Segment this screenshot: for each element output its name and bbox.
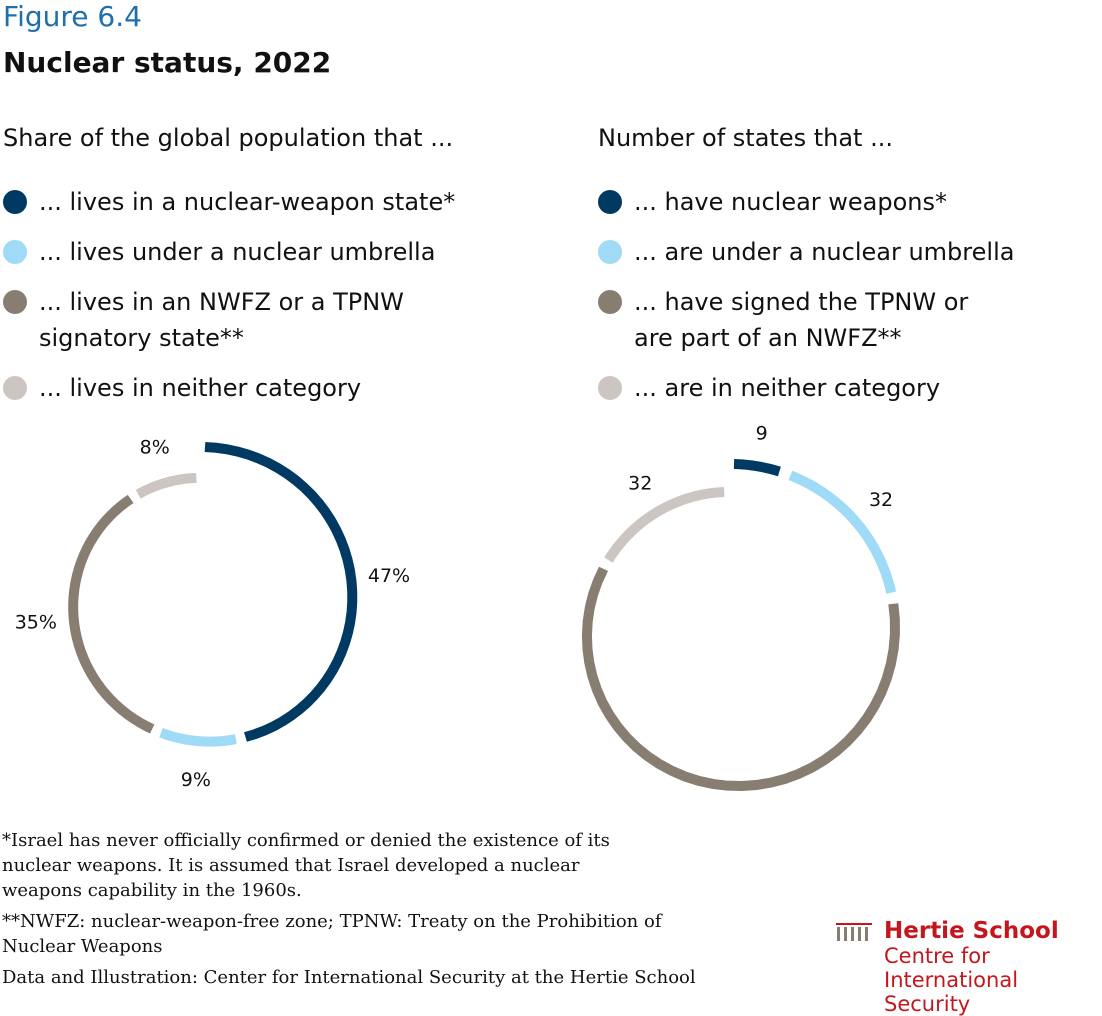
- legend-label: ... have nuclear weapons*: [634, 188, 948, 216]
- chart-title: Nuclear status, 2022: [3, 46, 332, 79]
- footnote-line: **NWFZ: nuclear-weapon-free zone; TPNW: …: [2, 911, 662, 932]
- footnote-line: *Israel has never officially confirmed o…: [2, 830, 610, 851]
- ring-segment: [733, 459, 781, 477]
- legend-label: ... lives under a nuclear umbrella: [39, 238, 436, 266]
- credit: Data and Illustration: Center for Intern…: [2, 967, 696, 988]
- hertie-logo: Hertie School Centre for International S…: [836, 918, 1102, 1016]
- legend-item: ... lives under a nuclear umbrella: [3, 234, 455, 270]
- legend-label: ... lives in a nuclear-weapon state*: [39, 188, 456, 216]
- left-legend: ... lives in a nuclear-weapon state* ... …: [3, 184, 455, 420]
- data-label: 9: [756, 423, 768, 445]
- legend-item: ... have nuclear weapons*: [598, 184, 1014, 220]
- legend-swatch: [3, 240, 27, 264]
- legend-item: ... lives in neither category: [3, 370, 455, 406]
- ring-charts: 47%9%35%8%93212332: [15, 423, 900, 792]
- ring-segment: [135, 472, 197, 499]
- legend-label: ... lives in neither category: [39, 374, 362, 402]
- ring-segment: [604, 487, 725, 563]
- right-subtitle: Number of states that ...: [598, 124, 893, 152]
- logo-line3: International Security: [884, 968, 1019, 1016]
- legend-swatch: [3, 376, 27, 400]
- ring-segment: [788, 470, 897, 594]
- legend-label: signatory state**: [39, 324, 244, 352]
- legend-swatch: [3, 290, 27, 314]
- legend-label: ... are under a nuclear umbrella: [634, 238, 1015, 266]
- legend-item: ... are in neither category: [598, 370, 1014, 406]
- ring-segment: [204, 442, 358, 742]
- legend-label: ... are in neither category: [634, 374, 941, 402]
- data-label: 8%: [140, 436, 170, 458]
- figure-label: Figure 6.4: [3, 0, 142, 33]
- right-legend: ... have nuclear weapons* ... are under a…: [598, 184, 1014, 420]
- legend-item: ... lives in a nuclear-weapon state*: [3, 184, 455, 220]
- left-subtitle: Share of the global population that ...: [3, 124, 454, 152]
- data-label: 35%: [15, 612, 57, 634]
- data-label: 47%: [368, 565, 410, 587]
- legend-swatch: [598, 376, 622, 400]
- data-label: 32: [869, 489, 893, 511]
- ring-segment: [159, 728, 237, 747]
- legend-swatch: [598, 290, 622, 314]
- legend-item: ... have signed the TPNW or are part of a…: [598, 284, 1014, 356]
- ring-segment: [581, 566, 900, 792]
- legend-label: ... lives in an NWFZ or a TPNW: [39, 288, 404, 316]
- data-label: 32: [628, 472, 652, 494]
- logo-line2: Centre for: [884, 944, 990, 968]
- legend-label: ... have signed the TPNW or: [634, 288, 969, 316]
- legend-swatch: [598, 240, 622, 264]
- legend-swatch: [598, 190, 622, 214]
- footnote-line: nuclear weapons. It is assumed that Isra…: [2, 855, 580, 876]
- legend-item: ... lives in an NWFZ or a TPNW signatory …: [3, 284, 455, 356]
- footnote-line: weapons capability in the 1960s.: [2, 880, 302, 901]
- footnote-line: Nuclear Weapons: [2, 936, 163, 957]
- footnotes: *Israel has never officially confirmed o…: [2, 828, 696, 990]
- ring-segment: [68, 494, 155, 734]
- legend-swatch: [3, 190, 27, 214]
- legend-label: are part of an NWFZ**: [634, 324, 902, 352]
- columns-icon: [836, 923, 872, 941]
- data-label: 9%: [181, 769, 211, 791]
- logo-name: Hertie School: [884, 918, 1059, 944]
- legend-item: ... are under a nuclear umbrella: [598, 234, 1014, 270]
